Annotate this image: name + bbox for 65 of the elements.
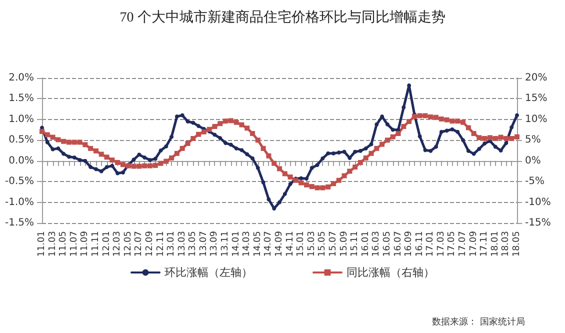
y2-tick-label: 5% (525, 134, 541, 146)
y-tick-label: 0.5% (8, 134, 34, 146)
x-tick-label: 16.01 (360, 231, 371, 257)
x-tick-label: 11.05 (58, 231, 69, 257)
y-tick-label: 2.0% (8, 72, 34, 84)
x-tick-label: 12.01 (102, 231, 112, 257)
y2-tick-label: -10% (525, 196, 551, 208)
x-tick-label: 14.05 (252, 231, 263, 257)
y2-tick-label: -5% (525, 176, 544, 188)
x-tick-label: 18.03 (501, 231, 512, 257)
x-tick-label: 17.09 (468, 230, 479, 257)
x-tick-label: 14.09 (274, 230, 284, 257)
x-tick-label: 13.03 (177, 231, 188, 257)
x-tick-label: 13.09 (210, 230, 220, 257)
source-note: 数据来源： 国家统计局 (432, 316, 526, 328)
y-tick-label: 1.0% (8, 114, 34, 125)
x-tick-label: 12.09 (144, 230, 155, 257)
x-tick-label: 12.03 (112, 231, 123, 257)
x-tick-label: 15.09 (339, 230, 350, 257)
x-tick-label: 16.11 (414, 231, 425, 257)
x-tick-label: 18.05 (512, 231, 522, 257)
y2-tick-label: 20% (525, 72, 548, 84)
x-tick-label: 11.03 (48, 231, 58, 257)
y2-tick-label: 10% (525, 114, 548, 125)
chart-title: 70 个大中城市新建商品住宅价格环比与同比增幅走势 (120, 10, 446, 26)
x-tick-label: 12.05 (123, 231, 134, 257)
x-tick-label: 17.07 (458, 231, 468, 257)
x-tick-label: 16.09 (404, 230, 414, 257)
x-tick-label: 17.01 (426, 231, 436, 257)
x-tick-label: 13.07 (198, 231, 209, 257)
y-tick-label: -1.5% (4, 218, 34, 228)
y-tick-label: -1.0% (4, 196, 34, 208)
x-tick-label: 11.11 (90, 231, 101, 257)
x-tick-label: 14.03 (242, 231, 252, 257)
x-tick-label: 15.07 (328, 231, 338, 257)
y2-tick-label: 15% (525, 93, 548, 104)
x-tick-label: 14.07 (264, 231, 274, 257)
x-tick-label: 12.07 (134, 231, 144, 257)
y2-tick-label: -15% (525, 218, 551, 228)
legend-label: 同比涨幅（右轴） (346, 266, 434, 279)
x-tick-label: 15.01 (296, 231, 306, 257)
y2-tick-label: 0% (525, 155, 541, 166)
x-tick-label: 15.05 (318, 231, 328, 257)
x-tick-label: 16.03 (372, 231, 382, 257)
x-tick-label: 16.05 (382, 231, 392, 257)
x-tick-label: 11.01 (37, 231, 47, 257)
x-tick-label: 11.07 (69, 231, 80, 257)
y-tick-label: 1.5% (8, 93, 34, 104)
x-tick-label: 14.01 (231, 231, 242, 257)
x-tick-label: 13.11 (220, 231, 231, 257)
y-tick-label: -0.5% (4, 176, 34, 188)
x-tick-label: 14.11 (285, 231, 296, 257)
x-tick-label: 17.11 (480, 231, 490, 257)
x-tick-label: 13.01 (166, 231, 177, 257)
x-tick-label: 13.05 (188, 231, 198, 257)
x-tick-label: 15.11 (350, 231, 360, 257)
x-tick-label: 17.03 (436, 231, 446, 257)
x-tick-label: 17.05 (447, 231, 458, 257)
x-tick-label: 12.11 (156, 231, 166, 257)
y-tick-label: 0.0% (8, 155, 34, 166)
x-tick-label: 18.01 (490, 231, 500, 257)
legend-label: 环比涨幅（左轴） (164, 266, 252, 279)
x-tick-label: 11.09 (80, 230, 90, 257)
x-tick-label: 16.07 (393, 231, 404, 257)
x-tick-label: 15.03 (306, 231, 317, 257)
